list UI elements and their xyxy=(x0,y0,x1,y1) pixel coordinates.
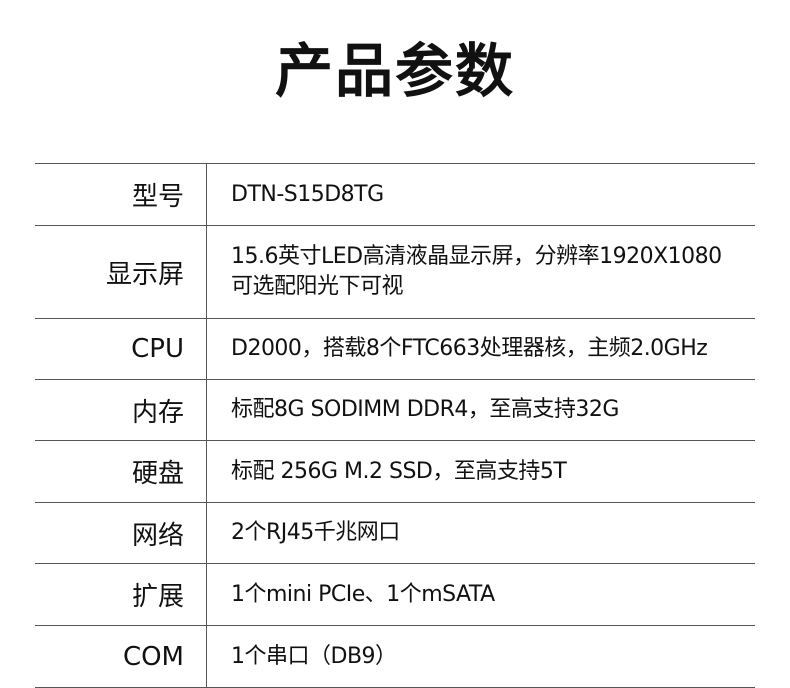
table-row: 显示屏 15.6英寸LED高清液晶显示屏，分辨率1920X1080 可选配阳光下可… xyxy=(35,226,755,319)
row-value: 标配 256G M.2 SSD，至高支持5T xyxy=(231,458,567,484)
page-title: 产品参数 xyxy=(274,37,515,105)
table-row: 内存 标配8G SODIMM DDR4，至高支持32G xyxy=(35,380,755,441)
table-row: 硬盘 标配 256G M.2 SSD，至高支持5T xyxy=(35,441,755,503)
row-label: 网络 xyxy=(35,503,207,563)
row-value: 1个串口（DB9） xyxy=(231,643,397,669)
spec-table: 型号 DTN-S15D8TG 显示屏 15.6英寸LED高清液晶显示屏，分辨率192… xyxy=(35,163,755,688)
row-label: 显示屏 xyxy=(35,226,207,318)
row-label: CPU xyxy=(35,319,207,379)
row-value: 1个mini PCIe、1个mSATA xyxy=(231,581,495,607)
table-row: 扩展 1个mini PCIe、1个mSATA xyxy=(35,564,755,626)
row-label: COM xyxy=(35,626,207,687)
table-row: COM 1个串口（DB9） xyxy=(35,626,755,688)
row-label: 型号 xyxy=(35,164,207,225)
row-label: 内存 xyxy=(35,380,207,440)
row-label: 硬盘 xyxy=(35,441,207,502)
row-value: 15.6英寸LED高清液晶显示屏，分辨率1920X1080 可选配阳光下可视 xyxy=(231,244,722,299)
row-value: DTN-S15D8TG xyxy=(231,181,384,207)
row-value: D2000，搭载8个FTC663处理器核，主频2.0GHz xyxy=(231,336,708,361)
table-row: 型号 DTN-S15D8TG xyxy=(35,164,755,226)
row-value: 2个RJ45千兆网口 xyxy=(231,520,400,545)
row-value: 标配8G SODIMM DDR4，至高支持32G xyxy=(231,397,619,422)
table-row: 网络 2个RJ45千兆网口 xyxy=(35,503,755,564)
row-label: 扩展 xyxy=(35,564,207,625)
table-row: CPU D2000，搭载8个FTC663处理器核，主频2.0GHz xyxy=(35,319,755,380)
